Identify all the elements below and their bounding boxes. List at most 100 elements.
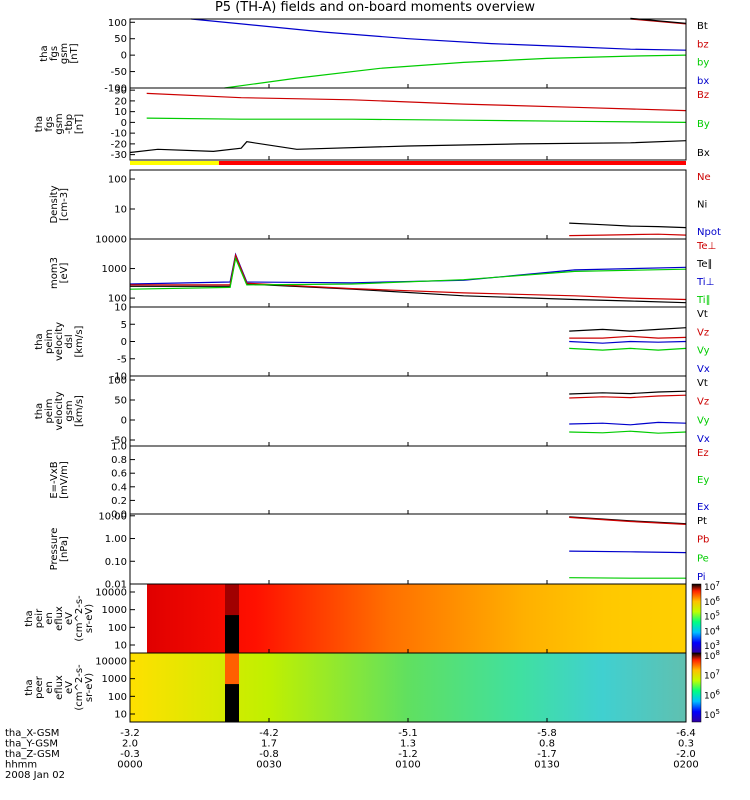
y-tick-label: 10: [114, 710, 127, 721]
legend-entry: Pi: [697, 572, 706, 583]
x-axis-value: -6.4: [676, 728, 696, 739]
y-tick-label: 10000: [95, 588, 127, 599]
legend-entry: bz: [697, 39, 709, 50]
x-axis-value: -1.7: [537, 749, 557, 760]
panel-frame: [129, 18, 687, 89]
y-axis-label: peer: [34, 675, 45, 699]
y-axis-label: eflux: [54, 675, 65, 700]
panel-10: 108 107 106 105 10000 1000 100 10 tha peer en eflux…: [24, 649, 720, 723]
y-axis-label: eV: [64, 612, 75, 625]
series-line: [129, 256, 687, 290]
y-axis-label: (cm^2-s-: [74, 595, 85, 642]
spectrogram-gap: [225, 615, 239, 653]
y-axis-label: [km/s]: [74, 325, 85, 357]
colorbar-tick-label: 107: [704, 669, 720, 682]
y-axis-label: gsm: [59, 43, 70, 64]
y-axis-label: fgs: [49, 46, 60, 61]
y-tick-label: -50: [111, 436, 127, 447]
y-tick-label: 20: [114, 96, 127, 107]
x-axis-value: -2.0: [676, 749, 696, 760]
series-line: [146, 117, 687, 123]
y-tick-label: 50: [114, 396, 127, 407]
legend-entry: Te∥: [696, 259, 713, 270]
x-axis-value: 0200: [673, 760, 698, 771]
x-axis-row-label: hhmm: [5, 760, 37, 771]
y-axis-label: tha: [34, 333, 45, 349]
panel-frame: [129, 513, 687, 585]
y-axis-label: fgs: [44, 116, 55, 131]
y-tick-label: 30: [114, 86, 127, 97]
mode-bar-segment: [218, 161, 686, 165]
x-axis-value: -5.1: [398, 728, 418, 739]
panel-frame: [129, 445, 687, 515]
colorbar-tick-label: 103: [704, 639, 720, 652]
x-axis-value: -4.2: [259, 728, 279, 739]
y-axis-label: mom3: [49, 257, 60, 289]
mode-bar-segment: [130, 161, 219, 165]
legend-entry: Ey: [697, 475, 709, 486]
y-tick-label: 10.00: [98, 511, 127, 522]
x-axis-value: -5.8: [537, 728, 557, 739]
panel-1: 100 50 0 -50 -100 tha fgs gsm [nT] Bt bz by bx: [39, 17, 709, 95]
y-tick-label: 10: [114, 641, 127, 652]
legend-entry: Ez: [697, 448, 709, 459]
y-axis-label: E=-VxB: [49, 461, 60, 498]
panel-7: 1.0 0.8 0.6 0.4 0.2 0.0 E=-VxB [mV/m] Ez Ey Ex: [49, 442, 709, 521]
series-line: [569, 430, 687, 434]
y-tick-label: 100: [108, 623, 127, 634]
series-line: [569, 516, 687, 525]
x-axis-value: -0.8: [259, 749, 279, 760]
legend-entry: Vz: [697, 327, 709, 338]
y-tick-label: 0.10: [105, 557, 127, 568]
spectrogram-gap: [225, 584, 239, 616]
y-axis-label: peir: [34, 608, 45, 628]
legend-entry: Vy: [697, 415, 710, 426]
series-line: [146, 92, 687, 112]
y-axis-label: sr-eV): [84, 604, 95, 633]
legend-entry: Vx: [697, 364, 710, 375]
x-axis-value: 0130: [534, 760, 559, 771]
legend-entry: Te⊥: [696, 241, 716, 252]
y-tick-label: 0: [121, 416, 127, 427]
y-axis-label: eflux: [54, 606, 65, 631]
x-axis-value: 1.3: [400, 739, 416, 750]
y-tick-label: -50: [111, 67, 127, 78]
y-tick-label: -30: [111, 150, 127, 161]
x-axis-value: 0.3: [678, 739, 694, 750]
y-tick-label: -5: [117, 354, 127, 365]
panel-5: 10 5 0 -5 -10 tha peim velocity dsl [km/s] Vt Vz Vy V…: [34, 303, 710, 383]
y-tick-label: 1000: [102, 605, 127, 616]
legend-entry: Pt: [697, 516, 707, 527]
panel-frame: [129, 375, 687, 447]
series-line: [191, 18, 687, 51]
y-axis-label: peim: [44, 329, 55, 354]
y-axis-label: gsm: [54, 113, 65, 134]
y-tick-label: 10: [114, 303, 127, 314]
x-axis-row-label: tha_Y-GSM: [5, 739, 58, 750]
spectrogram-gap: [225, 653, 239, 685]
legend-entry: Ex: [697, 502, 709, 513]
y-axis-label: Density: [49, 185, 60, 223]
y-tick-label: 0.01: [105, 580, 127, 591]
legend-entry: Ni: [697, 200, 707, 211]
series-line: [630, 18, 687, 25]
series-line: [569, 233, 687, 237]
y-axis-label: [nPa]: [59, 536, 70, 562]
colorbar-tick-label: 107: [704, 580, 720, 593]
y-axis-label: velocity: [54, 391, 65, 430]
legend-entry: bx: [697, 76, 709, 87]
y-tick-label: 10000: [95, 657, 127, 668]
legend-entry: Vy: [697, 346, 710, 357]
y-tick-label: 10: [114, 205, 127, 216]
y-axis-label: [nT]: [69, 43, 80, 63]
colorbar-tick-label: 104: [704, 624, 720, 637]
legend-entry: Bx: [697, 148, 710, 159]
y-axis-label: -tbp: [64, 114, 75, 134]
panel-6: 100 50 0 -50 tha peim velocity gsm [km/s] Vt Vz Vy V…: [34, 375, 710, 447]
x-axis-value: 0030: [256, 760, 281, 771]
x-axis-value: 1.7: [261, 739, 277, 750]
y-tick-label: 1000: [102, 264, 127, 275]
series-line: [569, 421, 687, 426]
